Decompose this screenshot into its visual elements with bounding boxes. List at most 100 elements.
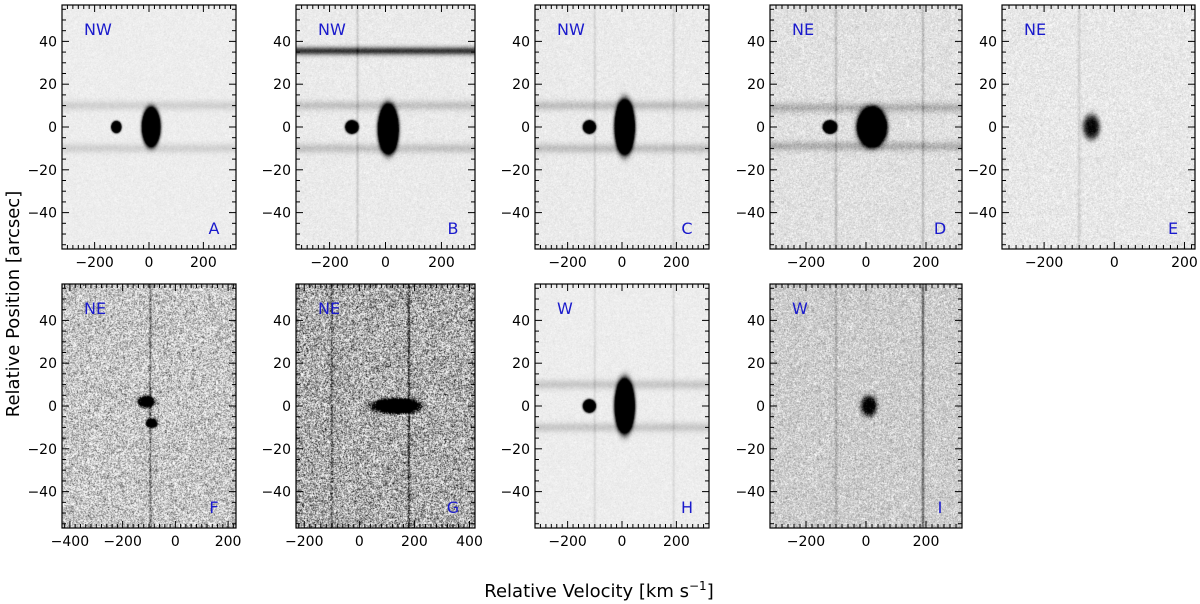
panel-f: −400 −200 0 200−40−2002040NEF [27, 284, 241, 550]
panel-b-ytick-label: 40 [273, 34, 291, 50]
x-axis-title: Relative Velocity [km s−1] [484, 579, 713, 602]
panel-a-letter-label: A [209, 219, 220, 238]
panel-b-letter-label: B [448, 219, 459, 238]
panel-i-ytick-label: −40 [735, 485, 765, 501]
panel-a-ytick-label: −40 [27, 206, 57, 222]
panel-i-xtick-label: 200 [913, 534, 940, 550]
panel-f-xtick-label: 0 [171, 534, 180, 550]
panel-e-ytick-label: 40 [979, 34, 997, 50]
panel-a: −200 0 200−40−2002040NWA [27, 5, 236, 271]
panel-d: −200 0 200−40−2002040NED [735, 5, 962, 271]
panel-e-ytick-label: 0 [988, 120, 997, 136]
panel-h-ytick-label: 0 [521, 399, 530, 415]
panel-i-ytick-label: 40 [747, 313, 765, 329]
panel-f-ytick-label: −20 [27, 442, 57, 458]
panel-a-ytick-label: 40 [39, 34, 57, 50]
panel-f-xtick-label: 200 [215, 534, 242, 550]
panel-g-ytick-label: −40 [261, 485, 291, 501]
panel-b-ytick-label: −20 [261, 163, 291, 179]
panel-b-intensity-image [296, 5, 475, 249]
panel-c-ytick-label: 0 [521, 120, 530, 136]
panel-b-xtick-label: 200 [428, 255, 455, 271]
panel-h-xtick-label: 0 [618, 534, 627, 550]
panel-c-letter-label: C [681, 219, 692, 238]
panel-i-xtick-label: 0 [862, 534, 871, 550]
panel-d-ytick-label: 0 [756, 120, 765, 136]
panel-d-letter-label: D [934, 219, 946, 238]
panel-i-direction-label: W [792, 299, 808, 318]
panel-h-ytick-label: 20 [512, 356, 530, 372]
panel-i-xtick-label: −200 [787, 534, 825, 550]
panel-b-ytick-label: 20 [273, 77, 291, 93]
panel-f-ytick-label: 20 [39, 356, 57, 372]
panel-g-ytick-label: 20 [273, 356, 291, 372]
panel-d-ytick-label: −40 [735, 206, 765, 222]
panel-d-ytick-label: −20 [735, 163, 765, 179]
x-axis-title-sup: −1 [689, 579, 707, 593]
panel-d-direction-label: NE [792, 20, 814, 39]
panel-d-xtick-label: −200 [787, 255, 825, 271]
panel-e-intensity-image [1002, 5, 1195, 249]
panel-h: −200 0 200−40−2002040WH [500, 284, 709, 550]
panel-b: −200 0 200−40−2002040NWB [261, 5, 475, 271]
panel-a-ytick-label: 20 [39, 77, 57, 93]
panel-b-ytick-label: −40 [261, 206, 291, 222]
panel-h-xtick-label: −200 [548, 534, 586, 550]
x-axis-title-end: ] [707, 581, 714, 602]
panel-d-xtick-label: 0 [862, 255, 871, 271]
panel-i-ytick-label: −20 [735, 442, 765, 458]
panel-e-letter-label: E [1168, 219, 1178, 238]
panel-i-ytick-label: 0 [756, 399, 765, 415]
panel-g-ytick-label: −20 [261, 442, 291, 458]
panel-a-direction-label: NW [84, 20, 112, 39]
panel-f-ytick-label: 0 [48, 399, 57, 415]
panel-g-xtick-label: 400 [456, 534, 483, 550]
panel-a-xtick-label: −200 [75, 255, 113, 271]
panel-c-intensity-image [535, 5, 709, 249]
panel-b-xtick-label: 0 [381, 255, 390, 271]
panel-c-ytick-label: −20 [500, 163, 530, 179]
panel-e-xtick-label: 200 [1171, 255, 1198, 271]
panel-e-ytick-label: 20 [979, 77, 997, 93]
panel-a-xtick-label: 0 [145, 255, 154, 271]
panel-i-intensity-image [770, 284, 962, 528]
panel-g-direction-label: NE [318, 299, 340, 318]
panel-g-ytick-label: 0 [282, 399, 291, 415]
panel-g-intensity-image [296, 284, 475, 528]
panel-e-xtick-label: −200 [1025, 255, 1063, 271]
panel-f-letter-label: F [209, 498, 218, 517]
panel-b-direction-label: NW [318, 20, 346, 39]
panel-c-xtick-label: −200 [548, 255, 586, 271]
panel-e-ytick-label: −20 [967, 163, 997, 179]
panel-f-ytick-label: 40 [39, 313, 57, 329]
panel-c-direction-label: NW [557, 20, 585, 39]
panel-h-ytick-label: −40 [500, 485, 530, 501]
panel-c-ytick-label: 40 [512, 34, 530, 50]
panel-a-ytick-label: 0 [48, 120, 57, 136]
panel-i: −200 0 200−40−2002040WI [735, 284, 962, 550]
panel-e-direction-label: NE [1024, 20, 1046, 39]
panel-f-xtick-label: −200 [103, 534, 141, 550]
panel-d-xtick-label: 200 [913, 255, 940, 271]
panel-g-xtick-label: 200 [401, 534, 428, 550]
panel-g-xtick-label: −200 [285, 534, 323, 550]
panel-h-xtick-label: 200 [663, 534, 690, 550]
panel-d-ytick-label: 20 [747, 77, 765, 93]
panel-f-xtick-label: −400 [51, 534, 89, 550]
panel-b-xtick-label: −200 [310, 255, 348, 271]
panel-i-ytick-label: 20 [747, 356, 765, 372]
y-axis-title: Relative Position [arcsec] [3, 191, 24, 417]
panel-a-ytick-label: −20 [27, 163, 57, 179]
panel-h-ytick-label: −20 [500, 442, 530, 458]
panel-a-intensity-image [62, 5, 236, 249]
panel-h-ytick-label: 40 [512, 313, 530, 329]
panel-e-xtick-label: 0 [1110, 255, 1119, 271]
panel-d-ytick-label: 40 [747, 34, 765, 50]
panel-h-intensity-image [535, 284, 709, 528]
panel-g: −200 0 200 400−40−2002040NEG [261, 284, 482, 550]
panel-f-intensity-image [62, 284, 236, 528]
panel-f-ytick-label: −40 [27, 485, 57, 501]
panel-g-letter-label: G [447, 498, 459, 517]
panel-d-intensity-image [770, 5, 962, 249]
